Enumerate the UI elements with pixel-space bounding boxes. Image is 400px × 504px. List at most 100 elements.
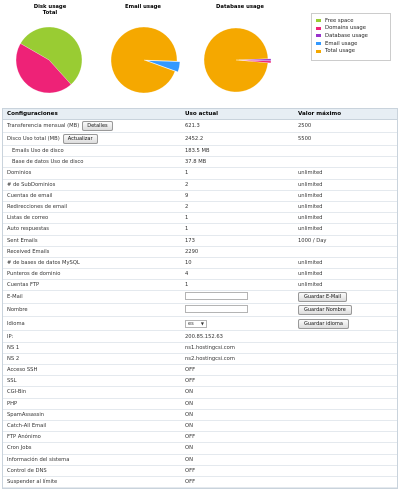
row-label: Cron Jobs: [7, 445, 32, 452]
chart-legend: Free space Domains usage Database usage Ema…: [311, 13, 391, 61]
row-label: FTP Anónimo: [7, 434, 41, 441]
row-label-cell: FTP Anónimo: [3, 434, 181, 440]
row-label: Received Emails: [7, 248, 50, 255]
row-label-cell: Punteros de dominio: [3, 271, 181, 277]
save-button[interactable]: Guardar idioma: [298, 318, 349, 329]
row-current-cell: [181, 305, 294, 315]
row-current-value: ON: [185, 456, 193, 463]
row-label-cell: Emails Uso de disco: [3, 148, 181, 154]
row-max-value: unlimited: [298, 170, 323, 177]
row-current-value: 1: [185, 215, 189, 222]
row-current-value: 10: [185, 259, 192, 266]
save-button[interactable]: Guardar Nombre: [298, 305, 352, 316]
disk-pie: [15, 26, 83, 94]
row-max-cell: unlimited: [294, 282, 397, 288]
row-label: Base de datos Uso de disco: [12, 159, 84, 166]
row-current-value: 183.5 MB: [185, 148, 210, 155]
legend-label: Domains usage: [325, 25, 366, 32]
row-current-value: 2452.2: [185, 136, 204, 142]
header-config: Configuraciones: [7, 111, 58, 117]
row-current-cell: 1: [181, 215, 294, 221]
row-current-value: 2: [185, 181, 189, 188]
row-label: Auto respuestas: [7, 226, 49, 233]
row-current-value: OFF: [185, 434, 196, 441]
row-current-value: ON: [185, 411, 193, 418]
table-row: Received Emails 2290: [3, 247, 397, 258]
row-current-cell: 1: [181, 226, 294, 232]
row-max-cell: Guardar idioma: [294, 318, 397, 329]
row-max-value: 5500: [298, 136, 312, 142]
row-label-cell: # de bases de datos MySQL: [3, 260, 181, 266]
row-max-cell: unlimited: [294, 193, 397, 199]
row-label-cell: # de SubDominios: [3, 182, 181, 188]
table-body: Transferencia mensual (MB) Detalles 621.3 2…: [3, 120, 397, 489]
row-label-cell: Listas de correo: [3, 215, 181, 221]
row-current-value: 2290: [185, 248, 199, 255]
legend-item: Domains usage: [316, 25, 386, 33]
row-max-value: unlimited: [298, 215, 323, 222]
email-pie: [110, 26, 181, 94]
table-row: Nombre Guardar Nombre: [3, 304, 397, 318]
row-max-cell: 2500: [294, 123, 397, 129]
row-label-cell: Dominios: [3, 170, 181, 176]
row-label: NS 2: [7, 355, 20, 362]
row-max-value: unlimited: [298, 259, 323, 266]
row-current-value: OFF: [185, 367, 196, 374]
row-label-cell: Idioma: [3, 321, 181, 327]
disk-usage-title: Disk usage Total: [20, 4, 80, 16]
row-label-cell: Cron Jobs: [3, 445, 181, 451]
table-row: Transferencia mensual (MB) Detalles 621.3 2…: [3, 120, 397, 133]
row-current-cell: OFF: [181, 378, 294, 384]
legend-swatch: [316, 26, 321, 30]
row-max-cell: unlimited: [294, 182, 397, 188]
row-label: Acceso SSH: [7, 367, 38, 374]
row-current-cell: ON: [181, 445, 294, 451]
header-current: Uso actual: [185, 111, 219, 117]
table-row: Sent Emails 173 1000 / Day: [3, 236, 397, 247]
row-max-value: 2500: [298, 123, 312, 129]
row-current-value: OFF: [185, 478, 196, 485]
row-label-cell: IP:: [3, 334, 181, 340]
row-current-cell: 2: [181, 204, 294, 210]
row-label: PHP: [7, 400, 18, 407]
table-row: NS 1 ns1.hostingcsi.com: [3, 343, 397, 354]
row-current-value: 2: [185, 204, 189, 211]
row-label: SSL: [7, 378, 17, 385]
legend-label: Email usage: [325, 40, 358, 47]
row-max-cell: Guardar Nombre: [294, 305, 397, 316]
row-current-value: ON: [185, 423, 193, 430]
row-current-cell: ns2.hostingcsi.com: [181, 356, 294, 362]
row-label-cell: Auto respuestas: [3, 226, 181, 232]
detalles-button[interactable]: Detalles: [82, 121, 113, 131]
row-label-cell: Información del sistema: [3, 457, 181, 463]
row-label-cell: Suspender al límite: [3, 479, 181, 485]
nombre-input[interactable]: [185, 305, 248, 314]
email-input[interactable]: [185, 292, 248, 301]
row-max-cell: unlimited: [294, 260, 397, 266]
language-select-value: es: [188, 320, 194, 327]
actualizar-button[interactable]: Actualizar: [62, 134, 98, 144]
row-current-cell: 173: [181, 238, 294, 244]
save-button[interactable]: Guardar E-Mail: [298, 292, 348, 303]
database-pie: [203, 27, 272, 93]
row-label: Información del sistema: [7, 456, 70, 463]
row-current-cell: 9: [181, 193, 294, 199]
table-row: Idioma es ▼ Guardar idioma: [3, 317, 397, 332]
row-current-cell: ON: [181, 401, 294, 407]
language-select[interactable]: es ▼: [185, 319, 207, 328]
table-row: Auto respuestas 1 unlimited: [3, 224, 397, 236]
row-current-cell: ON: [181, 412, 294, 418]
row-current-cell: ON: [181, 423, 294, 429]
table-row: E-Mail Guardar E-Mail: [3, 291, 397, 305]
table-row: SSL OFF: [3, 376, 397, 388]
row-current-cell: 1: [181, 170, 294, 176]
row-label: Transferencia mensual (MB): [7, 123, 80, 129]
legend-swatch: [316, 34, 321, 38]
chevron-down-icon: ▼: [200, 321, 204, 327]
legend-item: Total usage: [316, 47, 386, 55]
table-row: Base de datos Uso de disco 37.8 MB: [3, 157, 397, 169]
table-row: Cron Jobs ON: [3, 443, 397, 455]
row-current-cell: OFF: [181, 479, 294, 485]
row-label-cell: Transferencia mensual (MB) Detalles: [3, 121, 181, 131]
row-current-cell: OFF: [181, 367, 294, 373]
